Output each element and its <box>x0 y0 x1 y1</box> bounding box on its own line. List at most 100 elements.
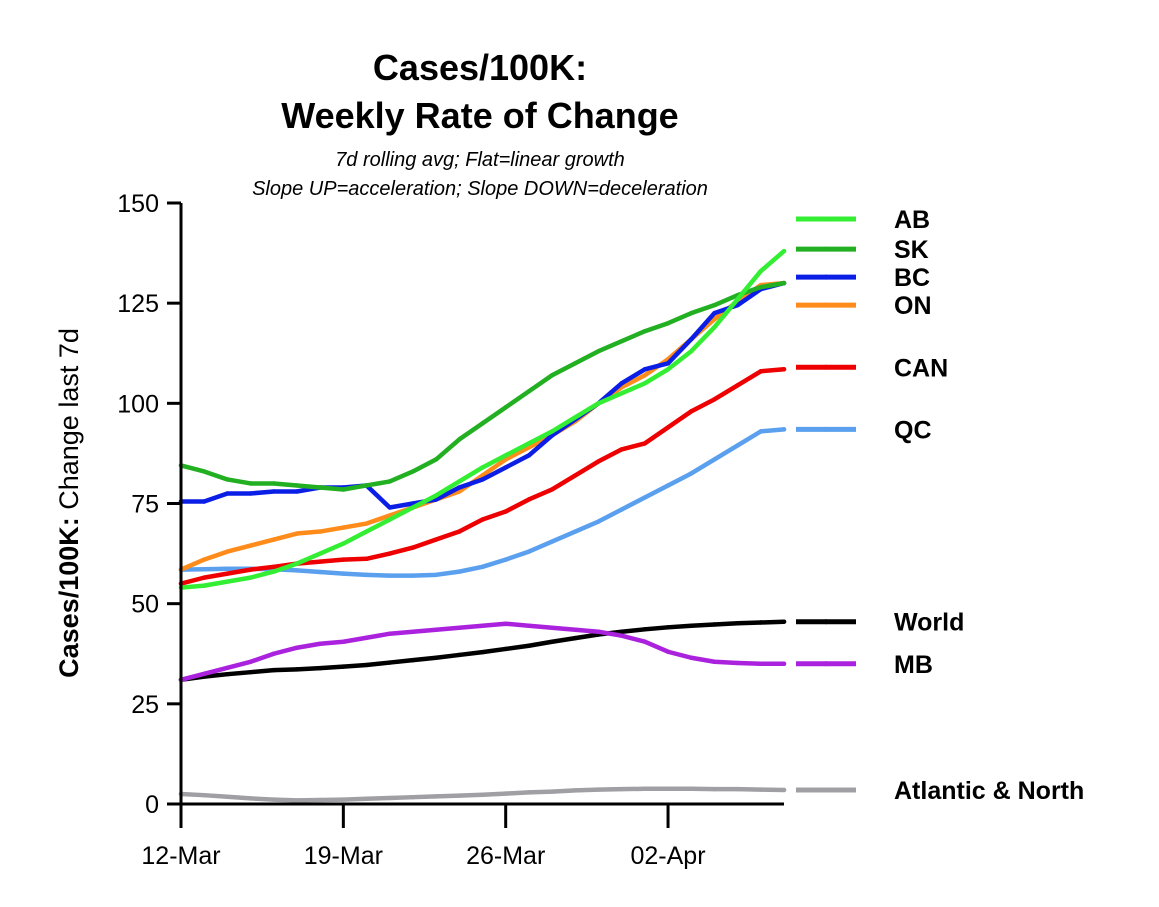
data-point <box>712 316 717 322</box>
data-point <box>549 539 555 544</box>
series-line-qc <box>178 427 787 578</box>
data-point <box>503 465 508 470</box>
data-point <box>689 655 694 660</box>
data-point <box>712 397 717 402</box>
data-point <box>689 623 694 628</box>
series-line-sk <box>178 280 787 492</box>
series-line-ab <box>178 248 787 590</box>
data-point <box>317 559 323 564</box>
data-point <box>341 571 346 576</box>
data-point <box>294 531 300 536</box>
data-point <box>573 788 578 793</box>
data-point <box>410 657 416 663</box>
data-point <box>364 662 369 668</box>
data-point <box>735 443 740 448</box>
data-point <box>433 537 439 542</box>
data-point <box>201 575 207 580</box>
data-point <box>665 625 671 630</box>
data-point <box>665 425 671 430</box>
legend-marker-qc <box>823 426 829 432</box>
data-point <box>248 543 253 548</box>
data-point <box>573 529 578 534</box>
data-point <box>665 361 671 366</box>
data-point <box>735 660 740 666</box>
data-point <box>387 573 392 578</box>
legend-label-can: CAN <box>894 354 948 382</box>
data-point <box>642 441 648 446</box>
legend-marker-mb <box>823 661 829 667</box>
legend-label-on: ON <box>894 292 932 320</box>
data-point <box>433 794 439 799</box>
data-point <box>225 671 230 677</box>
data-point <box>549 429 555 434</box>
data-point <box>341 487 346 492</box>
chart-subtitle-line1: 7d rolling avg; Flat=linear growth <box>335 149 625 171</box>
data-point <box>549 625 555 630</box>
data-point <box>364 483 369 488</box>
data-point <box>596 519 601 524</box>
legend-label-bc: BC <box>894 264 930 292</box>
data-point <box>735 786 740 792</box>
y-tick-label: 50 <box>131 591 159 619</box>
data-point <box>248 567 253 572</box>
data-point <box>433 572 439 578</box>
data-point <box>549 789 555 794</box>
data-point <box>758 268 764 274</box>
data-point <box>642 627 648 632</box>
y-tick-label: 150 <box>117 190 159 218</box>
data-point <box>317 569 323 575</box>
data-point <box>271 564 276 570</box>
data-point <box>573 415 578 420</box>
data-point <box>480 465 485 470</box>
data-point <box>642 381 648 386</box>
data-point <box>526 623 532 628</box>
data-point <box>364 572 369 578</box>
legend-marker-can <box>823 364 829 370</box>
data-point <box>689 786 694 791</box>
data-point <box>642 373 648 378</box>
data-point <box>665 367 671 372</box>
data-point <box>619 633 624 638</box>
data-point <box>781 248 787 254</box>
data-point <box>410 505 416 510</box>
data-point <box>642 639 648 644</box>
data-point <box>317 665 323 671</box>
x-tick-label: 26-Mar <box>466 842 545 870</box>
data-point <box>549 373 555 378</box>
data-point <box>596 787 601 792</box>
data-point <box>781 427 787 432</box>
data-point <box>526 549 532 554</box>
data-point <box>758 284 764 290</box>
data-point <box>758 429 764 434</box>
data-point <box>271 537 276 542</box>
data-point <box>225 549 230 554</box>
data-point <box>503 646 508 652</box>
data-point <box>503 557 508 562</box>
data-point <box>410 545 416 550</box>
data-point <box>341 664 346 669</box>
data-point <box>248 659 253 664</box>
data-point <box>248 575 253 580</box>
data-point <box>619 381 624 386</box>
data-point <box>271 481 276 486</box>
data-point <box>341 541 346 546</box>
data-point <box>596 459 601 464</box>
data-point <box>573 361 578 366</box>
data-point <box>758 620 764 625</box>
data-point <box>526 790 532 795</box>
data-point <box>457 652 462 658</box>
data-point <box>619 629 624 634</box>
data-point <box>619 339 624 344</box>
data-point <box>341 639 346 644</box>
data-point <box>619 786 624 792</box>
data-point <box>619 391 624 396</box>
data-point <box>526 497 532 502</box>
data-point <box>526 453 532 458</box>
data-point <box>480 649 485 655</box>
data-point <box>341 525 346 530</box>
data-point <box>457 529 462 534</box>
data-point <box>781 280 787 286</box>
data-point <box>665 649 671 654</box>
data-point <box>201 469 207 474</box>
